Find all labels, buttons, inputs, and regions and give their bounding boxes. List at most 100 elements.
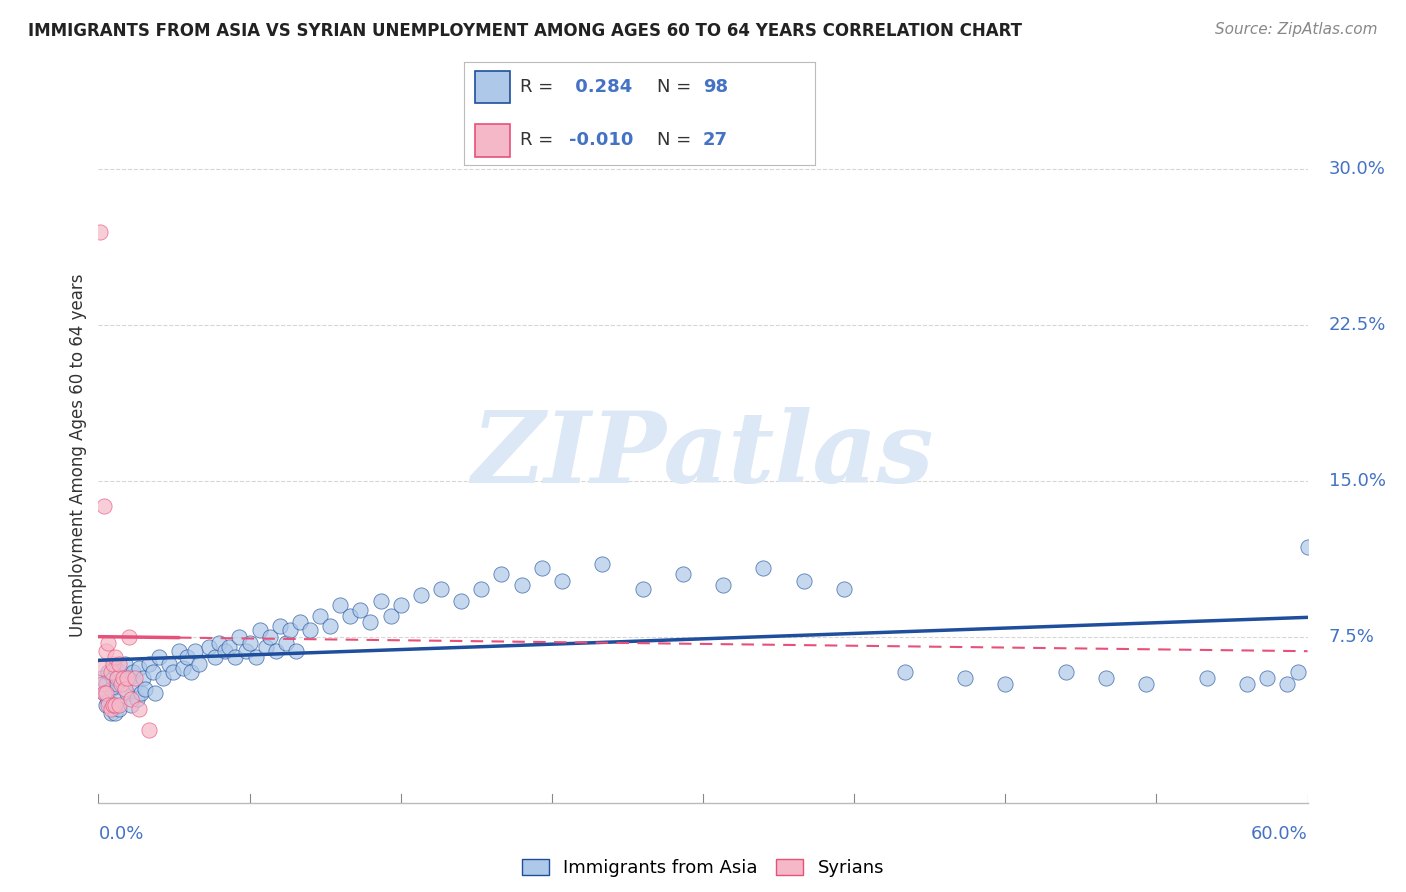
Point — [319, 619, 342, 633]
Point — [114, 657, 136, 671]
Point — [1135, 677, 1157, 691]
Point — [138, 657, 160, 671]
Point — [491, 567, 513, 582]
Point — [1236, 677, 1258, 691]
Point — [269, 619, 291, 633]
Point — [107, 671, 129, 685]
Point — [893, 665, 915, 679]
Point — [239, 636, 262, 650]
Point — [100, 702, 122, 716]
Point — [832, 582, 855, 596]
Point — [124, 677, 146, 691]
Point — [110, 665, 132, 679]
Point — [1195, 671, 1218, 685]
Point — [120, 698, 142, 713]
Point — [157, 657, 180, 671]
Point — [711, 578, 734, 592]
Point — [101, 698, 124, 713]
Point — [450, 594, 472, 608]
Point — [380, 608, 402, 623]
Point — [91, 661, 114, 675]
Point — [752, 561, 775, 575]
Point — [129, 686, 152, 700]
Point — [430, 582, 453, 596]
Point — [128, 702, 150, 716]
Point — [1095, 671, 1118, 685]
Text: 15.0%: 15.0% — [1329, 472, 1386, 490]
Point — [793, 574, 815, 588]
Text: 60.0%: 60.0% — [1251, 825, 1308, 843]
Point — [111, 677, 134, 691]
Point — [530, 561, 553, 575]
Point — [188, 657, 211, 671]
Text: IMMIGRANTS FROM ASIA VS SYRIAN UNEMPLOYMENT AMONG AGES 60 TO 64 YEARS CORRELATIO: IMMIGRANTS FROM ASIA VS SYRIAN UNEMPLOYM… — [28, 22, 1022, 40]
Point — [96, 698, 118, 713]
Text: 27: 27 — [703, 131, 728, 149]
Point — [101, 671, 124, 685]
Point — [349, 602, 371, 616]
Point — [107, 702, 129, 716]
Point — [103, 698, 125, 713]
Point — [198, 640, 221, 654]
Bar — [475, 124, 510, 157]
Point — [953, 671, 976, 685]
Text: 0.284: 0.284 — [569, 78, 633, 96]
Point — [148, 650, 170, 665]
Text: R =: R = — [520, 131, 554, 149]
Point — [97, 694, 120, 708]
Point — [672, 567, 695, 582]
Point — [105, 671, 128, 685]
Point — [110, 677, 132, 691]
Text: -0.010: -0.010 — [569, 131, 634, 149]
Point — [103, 650, 125, 665]
Point — [93, 686, 115, 700]
Point — [101, 657, 124, 671]
Point — [254, 640, 277, 654]
Text: Source: ZipAtlas.com: Source: ZipAtlas.com — [1215, 22, 1378, 37]
Point — [228, 630, 250, 644]
Point — [138, 723, 160, 738]
Text: 30.0%: 30.0% — [1329, 161, 1385, 178]
Legend: Immigrants from Asia, Syrians: Immigrants from Asia, Syrians — [515, 852, 891, 884]
Point — [91, 671, 114, 685]
Point — [389, 599, 412, 613]
Point — [245, 650, 267, 665]
Point — [235, 644, 257, 658]
Point — [339, 608, 361, 623]
Point — [274, 636, 297, 650]
Y-axis label: Unemployment Among Ages 60 to 64 years: Unemployment Among Ages 60 to 64 years — [69, 273, 87, 637]
Point — [105, 677, 128, 691]
Point — [142, 665, 165, 679]
Point — [89, 225, 111, 239]
Point — [125, 692, 148, 706]
Point — [100, 681, 122, 696]
Point — [97, 636, 120, 650]
Text: 7.5%: 7.5% — [1329, 628, 1375, 646]
Point — [114, 681, 136, 696]
Point — [1296, 541, 1319, 555]
Point — [409, 588, 432, 602]
Point — [105, 694, 128, 708]
Point — [107, 657, 129, 671]
Point — [97, 698, 120, 713]
Point — [184, 644, 207, 658]
Point — [120, 692, 142, 706]
Text: N =: N = — [658, 131, 692, 149]
Point — [329, 599, 352, 613]
Point — [224, 650, 246, 665]
Point — [167, 644, 190, 658]
Point — [370, 594, 392, 608]
Point — [128, 661, 150, 675]
Point — [214, 644, 236, 658]
Point — [162, 665, 184, 679]
Point — [551, 574, 574, 588]
Point — [1256, 671, 1278, 685]
Point — [180, 665, 202, 679]
Point — [115, 671, 138, 685]
Point — [1054, 665, 1077, 679]
Point — [510, 578, 533, 592]
Point — [208, 636, 231, 650]
Point — [93, 686, 115, 700]
Point — [360, 615, 382, 629]
Point — [278, 624, 301, 638]
